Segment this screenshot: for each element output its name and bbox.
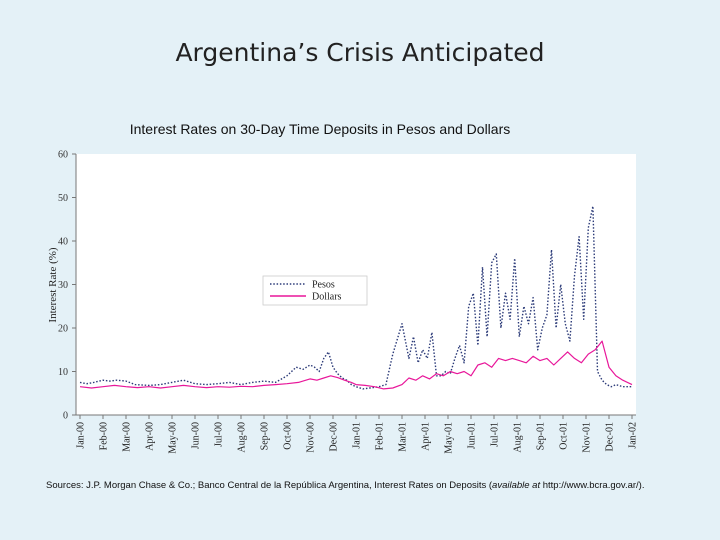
x-tick-label: Oct-01 — [559, 422, 570, 450]
series-lines — [79, 205, 633, 390]
series-line-dollars — [79, 340, 633, 390]
x-tick-label: Dec-00 — [329, 422, 340, 451]
sources-note: Sources: J.P. Morgan Chase & Co.; Banco … — [46, 480, 716, 491]
x-tick-label: Nov-00 — [306, 422, 317, 453]
x-tick-label: Feb-00 — [99, 422, 110, 450]
slide-title: Argentina’s Crisis Anticipated — [175, 38, 545, 67]
x-tick-label: Dec-01 — [605, 422, 616, 451]
y-ticks: 0 10 20 30 40 50 60 — [58, 150, 76, 422]
x-tick-label: Mar-00 — [122, 422, 133, 452]
legend-box — [262, 275, 368, 306]
x-tick-label: Jul-00 — [214, 422, 225, 447]
x-tick-label: Feb-01 — [375, 422, 386, 450]
x-tick-label: Jan-02 — [628, 422, 639, 449]
y-tick-label: 10 — [58, 367, 68, 378]
sources-suffix: http://www.bcra.gov.ar/). — [540, 480, 645, 491]
x-tick-label: Oct-00 — [283, 422, 294, 450]
sources-italic: available at — [492, 480, 541, 491]
x-tick-label: May-01 — [444, 422, 455, 454]
x-tick-label: May-00 — [168, 422, 179, 454]
x-tick-label: Mar-01 — [398, 422, 409, 452]
x-tick-label: Aug-00 — [237, 422, 248, 453]
x-tick-label: Jul-01 — [490, 422, 501, 447]
y-tick-label: 30 — [58, 280, 68, 291]
y-tick-label: 40 — [58, 237, 68, 248]
chart-title: Interest Rates on 30-Day Time Deposits i… — [129, 121, 511, 137]
x-tick-label: Jun-00 — [191, 422, 202, 449]
y-axis-label: Interest Rate (%) — [47, 247, 59, 322]
interest-rate-chart: 0 10 20 30 40 50 60 Jan-00 Feb-00 Mar-00 Apr-00 Ma… — [47, 150, 639, 454]
x-tick-label: Jan-01 — [352, 422, 363, 449]
legend-label-pesos: Pesos — [312, 280, 335, 291]
x-tick-label: Sep-00 — [260, 422, 271, 450]
series-line-pesos — [79, 205, 632, 390]
y-tick-label: 20 — [58, 324, 68, 335]
y-tick-label: 0 — [63, 411, 68, 422]
x-tick-label: Sep-01 — [536, 422, 547, 450]
y-tick-label: 50 — [58, 193, 68, 204]
x-tick-label: Apr-01 — [421, 422, 432, 451]
x-tick-label: Jun-01 — [467, 422, 478, 449]
legend-label-dollars: Dollars — [312, 292, 342, 303]
x-tick-label: Jan-00 — [76, 422, 87, 449]
sources-prefix: Sources: J.P. Morgan Chase & Co.; Banco … — [46, 480, 493, 491]
x-tick-label: Nov-01 — [582, 422, 593, 453]
x-tick-label: Apr-00 — [145, 422, 156, 451]
y-tick-label: 60 — [58, 150, 68, 161]
x-ticks: Jan-00 Feb-00 Mar-00 Apr-00 May-00 Jun-00 Jul-… — [76, 415, 639, 454]
x-tick-label: Aug-01 — [513, 422, 524, 453]
